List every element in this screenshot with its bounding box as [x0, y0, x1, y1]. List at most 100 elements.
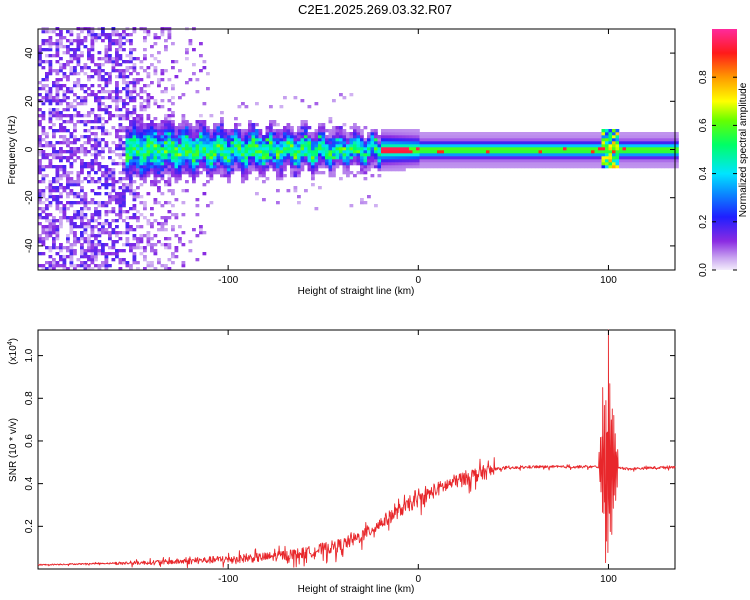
spectrogram-cell	[335, 162, 340, 166]
spectrogram-cell	[87, 51, 91, 55]
spectrogram-cell	[388, 150, 392, 154]
spectrogram-cell	[262, 135, 266, 139]
spectrogram-cell	[143, 255, 147, 259]
spectrogram-cell	[489, 147, 494, 151]
spectrogram-cell	[234, 168, 238, 172]
spectrogram-cell	[265, 177, 270, 181]
spectrogram-cell	[381, 135, 385, 139]
spectrogram-cell	[521, 159, 525, 163]
spectrogram-cell	[174, 60, 179, 64]
spectrogram-cell	[97, 63, 102, 67]
spectrogram-cell	[244, 105, 249, 109]
spectrogram-cell	[97, 150, 102, 154]
spectrogram-cell	[139, 183, 144, 187]
spectrogram-cell	[83, 141, 88, 145]
spectrogram-cell	[153, 126, 158, 130]
spectrogram-cell	[237, 153, 242, 157]
spectrogram-cell	[160, 141, 165, 145]
spectrogram-cell	[69, 201, 74, 205]
spectrogram-cell	[174, 234, 179, 238]
spectrogram-cell	[395, 162, 399, 166]
spectrogram-cell	[52, 189, 56, 193]
spectrogram-cell	[41, 207, 46, 211]
spectrogram-cell	[668, 132, 672, 136]
spectrogram-cell	[377, 141, 382, 145]
spectrogram-cell	[311, 177, 315, 181]
spectrogram-cell	[650, 165, 655, 169]
spectrogram-cell	[66, 246, 70, 250]
spectrogram-cell	[346, 162, 350, 166]
spectrogram-cell	[94, 156, 98, 160]
spectrogram-cell	[146, 102, 151, 106]
spectrogram-cell	[136, 147, 140, 151]
spectrogram-cell	[48, 204, 53, 208]
spectrogram-cell	[584, 138, 588, 142]
spectrogram-cell	[80, 231, 84, 235]
spectrogram-cell	[528, 159, 532, 163]
spectrogram-cell	[101, 243, 105, 247]
spectrogram-cell	[286, 126, 291, 130]
spectrogram-cell	[48, 120, 53, 124]
spectrogram-cell	[419, 144, 424, 148]
spectrogram-cell	[101, 90, 105, 94]
spectrogram-cell	[524, 165, 529, 169]
spectrogram-cell	[111, 63, 116, 67]
spectrogram-cell	[52, 231, 56, 235]
spectrogram-cell	[76, 156, 81, 160]
spectrogram-cell	[122, 189, 126, 193]
spectrogram-cell	[146, 75, 151, 79]
spectrogram-cell	[542, 135, 546, 139]
spectrogram-cell	[580, 147, 585, 151]
spectrogram-cell	[276, 156, 280, 160]
spectrogram-cell	[122, 171, 126, 175]
spectrogram-cell	[132, 126, 137, 130]
spectrogram-cell	[185, 150, 189, 154]
spectrogram-cell	[220, 138, 224, 142]
spectrogram-cell	[591, 165, 595, 169]
spectrogram-cell	[367, 132, 371, 136]
spectrogram-cell	[125, 69, 130, 73]
spectrogram-cell	[542, 144, 546, 148]
spectrogram-cell	[507, 153, 511, 157]
spectrogram-cell	[192, 162, 196, 166]
spectrogram-cell	[139, 159, 144, 163]
spectrogram-cell	[510, 144, 515, 148]
spectrogram-cell	[335, 159, 340, 163]
spectrogram-cell	[104, 192, 109, 196]
spectrogram-cell	[94, 72, 98, 76]
spectrogram-cell	[139, 162, 144, 166]
spectrogram-cell	[255, 153, 259, 157]
spectrogram-cell	[174, 168, 179, 172]
spectrogram-cell	[293, 186, 298, 190]
spectrogram-cell	[125, 87, 130, 91]
spectrogram-cell	[360, 159, 364, 163]
spectrogram-cell	[388, 162, 392, 166]
spectrogram-cell	[143, 162, 147, 166]
spectrogram-cell	[542, 165, 546, 169]
spectrogram-cell	[587, 141, 592, 145]
spectrogram-cell	[556, 156, 560, 160]
x-tick-label: -100	[218, 574, 238, 585]
spectrogram-cell	[73, 213, 77, 217]
spectrogram-cell	[286, 189, 291, 193]
spectrogram-cell	[164, 183, 168, 187]
spectrogram-cell	[342, 162, 347, 166]
spectrogram-cell	[531, 156, 536, 160]
spectrogram-cell	[52, 150, 56, 154]
spectrogram-cell	[615, 138, 620, 142]
spectrogram-cell	[556, 165, 560, 169]
spectrogram-cell	[38, 159, 42, 163]
spectrogram-cell	[342, 171, 347, 175]
spectrogram-cell	[76, 174, 81, 178]
spectrogram-cell	[73, 48, 77, 52]
spectrogram-cell	[405, 147, 410, 151]
spectrogram-cell	[241, 168, 245, 172]
spectrogram-cell	[164, 45, 168, 49]
spectrogram-cell	[591, 141, 595, 145]
spectrogram-cell	[416, 150, 420, 154]
spectrogram-cell	[55, 81, 60, 85]
spectrogram-cell	[90, 240, 95, 244]
spectrogram-cell	[538, 150, 543, 154]
spectrogram-cell	[342, 159, 347, 163]
spectrogram-cell	[45, 228, 49, 232]
